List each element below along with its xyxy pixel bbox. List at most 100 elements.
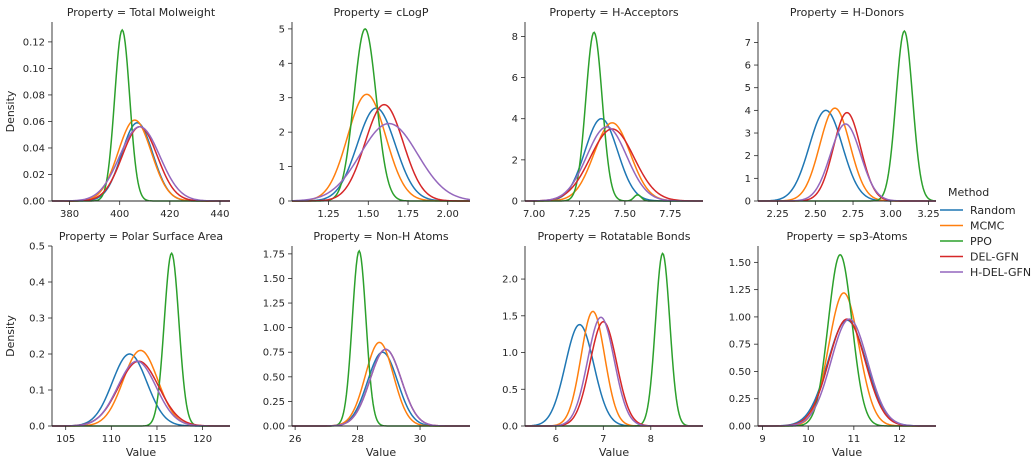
legend-item-ppo: PPO bbox=[940, 235, 992, 248]
y-tick-label: 1.5 bbox=[502, 311, 518, 322]
y-tick-label: 1.00 bbox=[263, 323, 285, 334]
x-tick-label: 1.50 bbox=[357, 209, 379, 220]
density-line-random bbox=[524, 323, 703, 427]
y-tick-label: 0.2 bbox=[29, 350, 45, 361]
panel-5: Property = Polar Surface Area 105 110 115 12… bbox=[4, 230, 230, 459]
x-axis-label: Value bbox=[832, 446, 862, 459]
y-tick-label: 1.50 bbox=[729, 258, 751, 269]
y-tick-label: 0.06 bbox=[23, 117, 45, 128]
y-tick-label: 5 bbox=[745, 83, 751, 94]
y-tick-label: 2.0 bbox=[502, 275, 518, 286]
y-tick-label: 0.5 bbox=[29, 242, 45, 253]
y-axis-label: Density bbox=[4, 90, 17, 132]
x-tick-label: 110 bbox=[102, 434, 121, 445]
y-tick-label: 2 bbox=[512, 155, 518, 166]
density-line-del-gfn bbox=[292, 348, 470, 427]
density-line-mcmc bbox=[52, 119, 230, 202]
y-tick-label: 4 bbox=[512, 114, 518, 125]
y-tick-label: 3 bbox=[745, 129, 751, 140]
panel-title: Property = H-Donors bbox=[790, 6, 904, 19]
x-tick-label: 3.00 bbox=[880, 209, 902, 220]
legend-label: H-DEL-GFN bbox=[970, 266, 1031, 279]
density-curves bbox=[292, 249, 470, 427]
y-tick-label: 5 bbox=[279, 24, 285, 35]
y-tick-label: 0.0 bbox=[502, 422, 518, 433]
density-line-random bbox=[52, 122, 230, 202]
legend-label: DEL-GFN bbox=[970, 251, 1019, 264]
panel-title: Property = Rotatable Bonds bbox=[537, 230, 690, 243]
x-tick-label: 2.25 bbox=[766, 209, 788, 220]
legend: Method Random MCMC PPO DEL-GFN H-DEL-GFN bbox=[940, 186, 1031, 279]
panel-3: Property = H-Acceptors 7.00 7.25 7.50 7.75 0 2… bbox=[512, 6, 703, 220]
x-axis-label: Value bbox=[126, 446, 156, 459]
y-tick-label: 0.04 bbox=[23, 143, 45, 154]
x-tick-label: 7.75 bbox=[659, 209, 681, 220]
y-tick-label: 1.75 bbox=[263, 249, 285, 260]
x-tick-label: 3.25 bbox=[917, 209, 939, 220]
panel-2: Property = cLogP 1.25 1.50 1.75 2.00 0 1 2 3 4 5 bbox=[279, 6, 471, 220]
x-tick-label: 420 bbox=[160, 209, 179, 220]
y-tick-label: 4 bbox=[279, 59, 285, 70]
y-tick-label: 2 bbox=[745, 151, 751, 162]
density-line-ppo bbox=[52, 251, 230, 427]
panel-4: Property = H-Donors 2.25 2.50 2.75 3.00 3.25 0… bbox=[745, 6, 940, 220]
y-tick-label: 0.12 bbox=[23, 37, 45, 48]
legend-item-mcmc: MCMC bbox=[940, 220, 1005, 233]
y-tick-label: 0.0 bbox=[29, 422, 45, 433]
density-curves bbox=[52, 251, 230, 427]
panel-title: Property = cLogP bbox=[333, 6, 428, 19]
y-tick-label: 6 bbox=[512, 73, 518, 84]
density-curves bbox=[52, 28, 230, 202]
density-line-ppo bbox=[292, 249, 470, 427]
x-tick-label: 6 bbox=[553, 434, 559, 445]
y-tick-label: 0.10 bbox=[23, 64, 45, 75]
density-line-mcmc bbox=[758, 292, 936, 427]
panel-8: Property = sp3-Atoms 9 10 11 12 0.00 0.25 0.50 0… bbox=[729, 230, 936, 459]
density-line-ppo bbox=[52, 28, 230, 202]
legend-item-random: Random bbox=[940, 204, 1016, 217]
density-line-h-del-gfn bbox=[52, 125, 230, 202]
y-tick-label: 0.4 bbox=[29, 278, 45, 289]
y-tick-label: 0.50 bbox=[263, 372, 285, 383]
legend-item-del-gfn: DEL-GFN bbox=[940, 251, 1019, 264]
y-tick-label: 0.00 bbox=[729, 422, 751, 433]
x-tick-label: 115 bbox=[147, 434, 166, 445]
y-tick-label: 0.5 bbox=[502, 385, 518, 396]
density-line-h-del-gfn bbox=[292, 348, 470, 427]
y-tick-label: 1 bbox=[279, 162, 285, 173]
density-line-mcmc bbox=[525, 122, 703, 202]
density-line-ppo bbox=[758, 253, 936, 427]
y-tick-label: 0 bbox=[745, 197, 751, 208]
density-line-h-del-gfn bbox=[52, 360, 230, 427]
x-tick-label: 1.25 bbox=[317, 209, 339, 220]
y-tick-label: 3 bbox=[279, 93, 285, 104]
y-tick-label: 0 bbox=[512, 197, 518, 208]
y-tick-label: 1 bbox=[745, 174, 751, 185]
panel-1: Property = Total Molweight 380 400 420 440 0.… bbox=[4, 6, 230, 220]
density-line-del-gfn bbox=[52, 360, 230, 427]
panel-7: Property = Rotatable Bonds 6 7 8 0.0 0.5 1.0 1.… bbox=[502, 230, 703, 459]
density-line-ppo bbox=[292, 27, 470, 202]
x-tick-label: 30 bbox=[414, 434, 427, 445]
y-tick-label: 1.0 bbox=[502, 348, 518, 359]
x-tick-label: 7.00 bbox=[523, 209, 545, 220]
x-tick-label: 8 bbox=[648, 434, 654, 445]
density-line-del-gfn bbox=[758, 111, 936, 202]
density-line-mcmc bbox=[525, 310, 703, 427]
y-tick-label: 0.02 bbox=[23, 170, 45, 181]
x-tick-label: 105 bbox=[56, 434, 75, 445]
panel-title: Property = Non-H Atoms bbox=[313, 230, 449, 243]
density-curves bbox=[758, 253, 936, 427]
legend-title: Method bbox=[948, 186, 989, 199]
y-tick-label: 1.00 bbox=[729, 312, 751, 323]
y-tick-label: 0.00 bbox=[23, 197, 45, 208]
y-tick-label: 0.50 bbox=[729, 367, 751, 378]
y-tick-label: 6 bbox=[745, 61, 751, 72]
y-tick-label: 0.75 bbox=[729, 340, 751, 351]
y-tick-label: 0.1 bbox=[29, 386, 45, 397]
x-tick-label: 2.75 bbox=[842, 209, 864, 220]
x-tick-label: 7.50 bbox=[614, 209, 636, 220]
density-line-ppo bbox=[758, 29, 937, 202]
